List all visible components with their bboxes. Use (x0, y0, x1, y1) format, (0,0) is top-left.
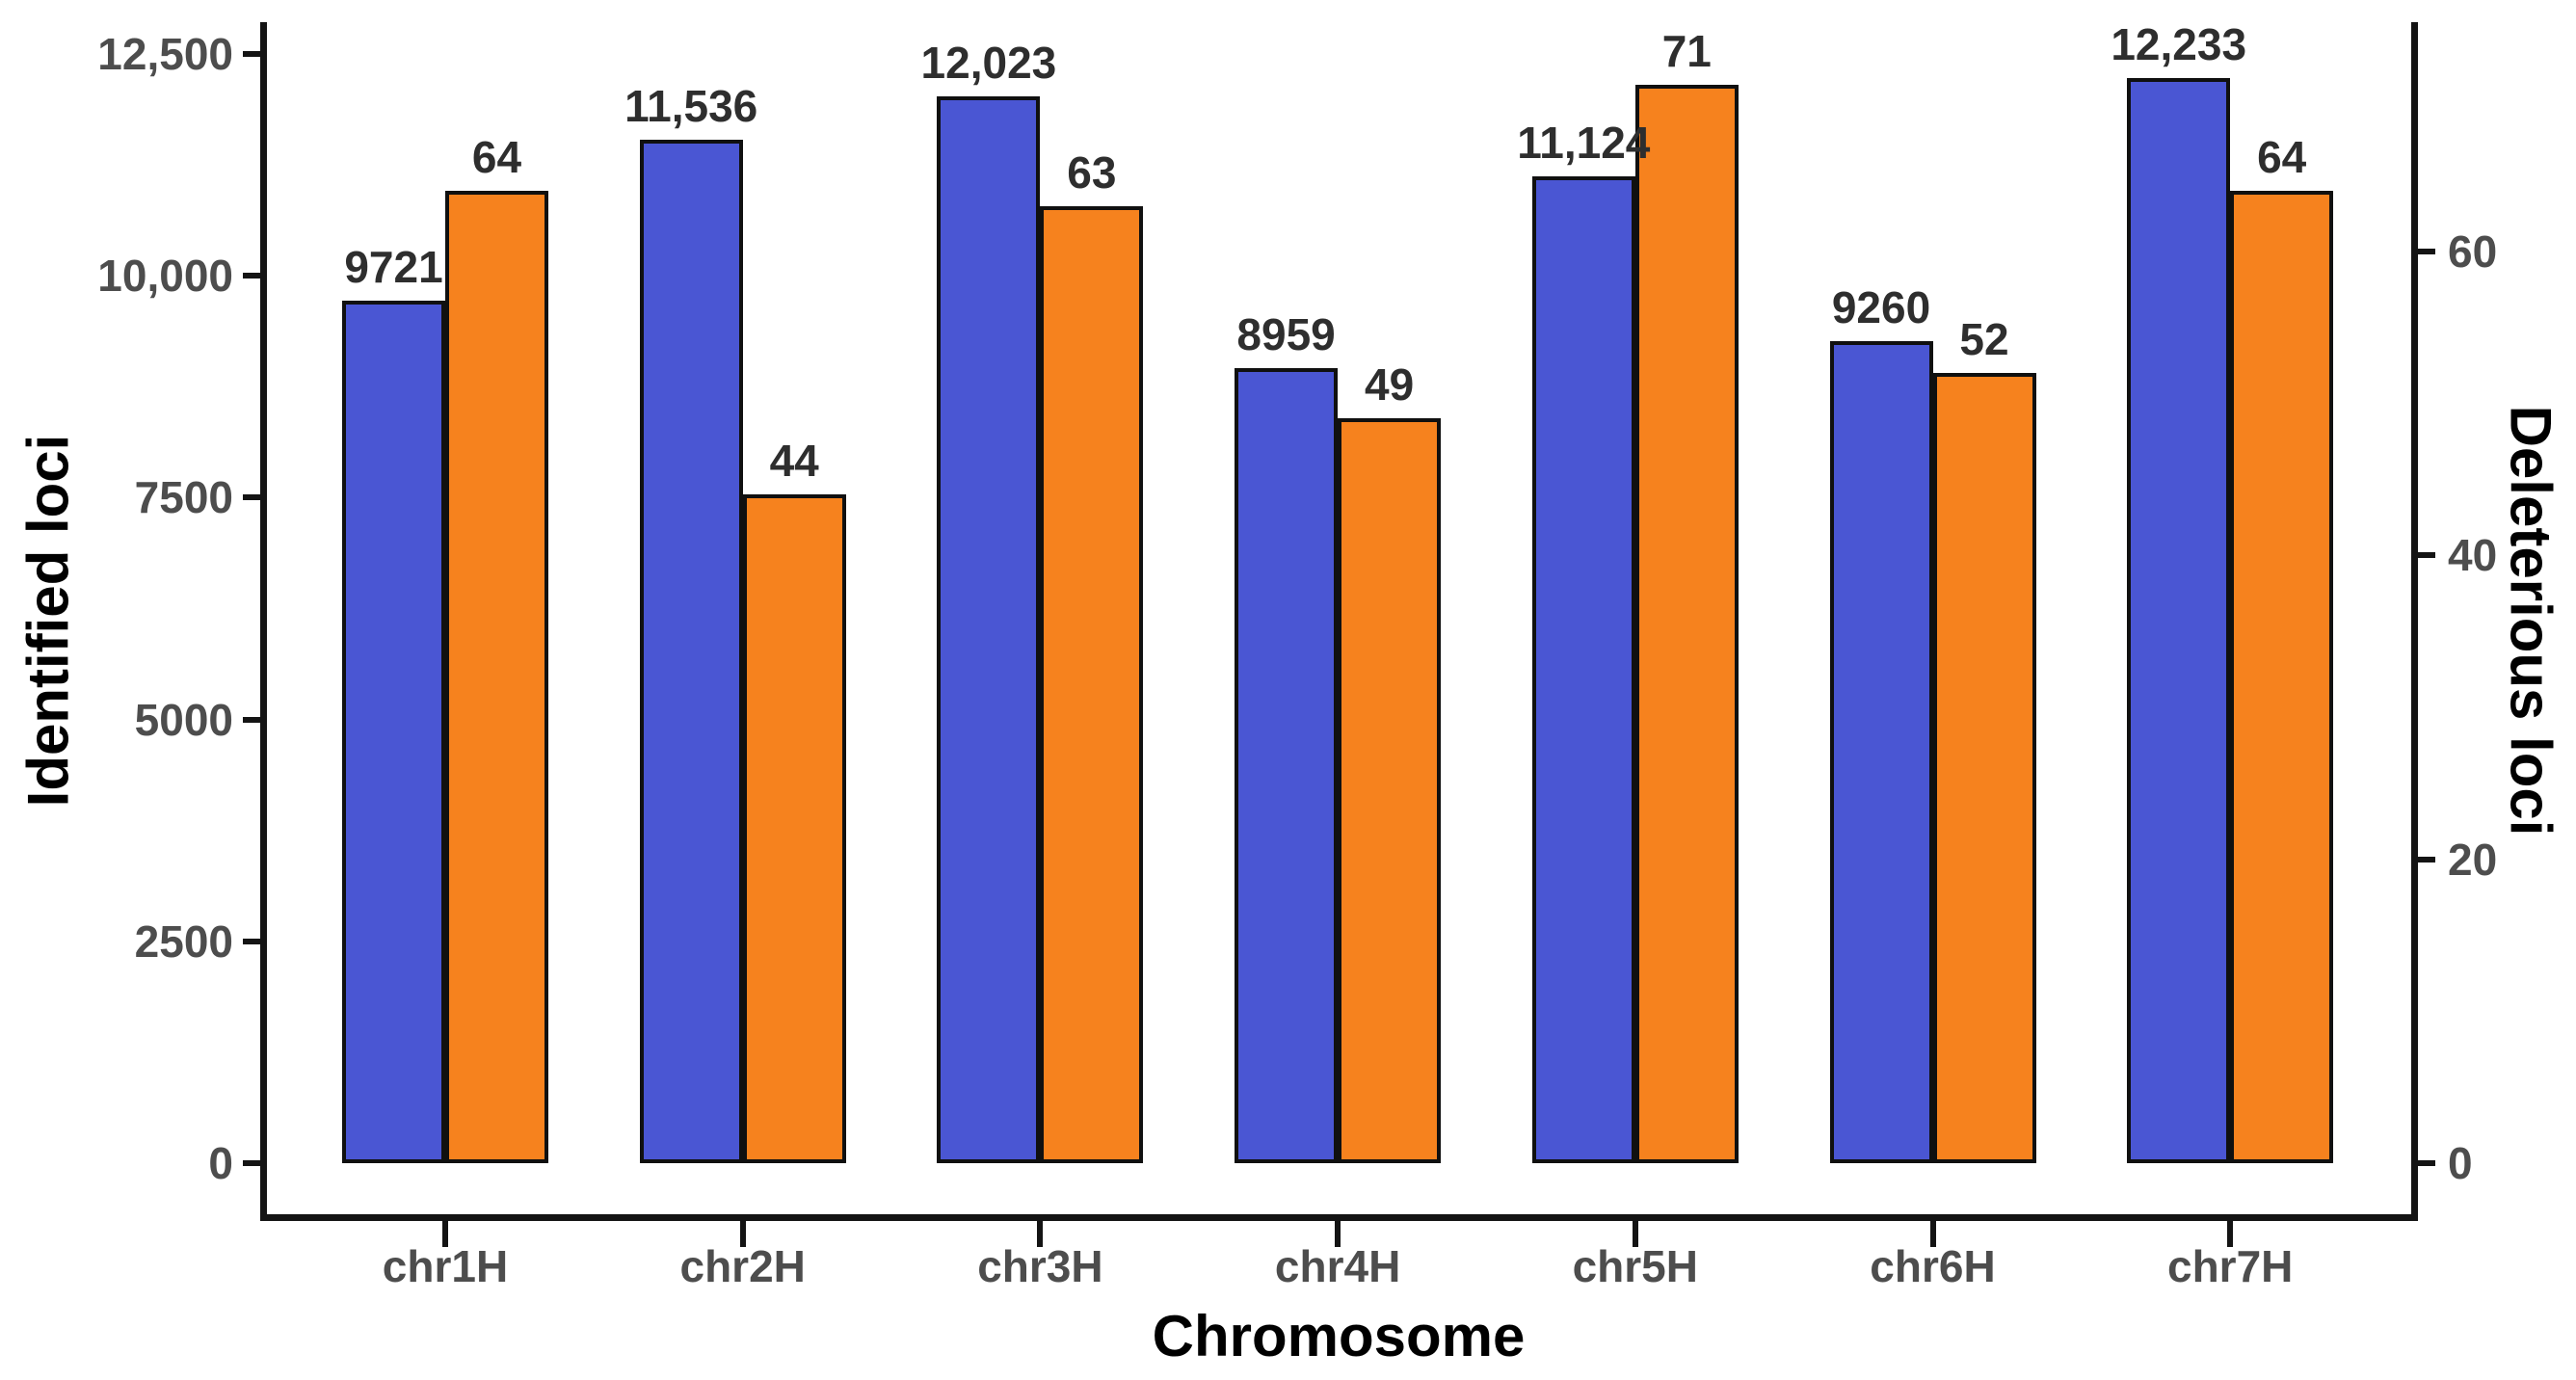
left-tick-label-10000: 10,000 (97, 251, 233, 302)
bar-identified-chr5H (1531, 175, 1635, 1163)
bar-deleterious-chr6H (1932, 373, 2036, 1163)
left-tick-label-7500: 7500 (134, 472, 233, 523)
bar-identified-chr2H (639, 139, 743, 1163)
right-y-axis-line (2411, 22, 2418, 1221)
left-tick-12500 (243, 51, 263, 57)
left-y-axis-title: Identified loci (15, 434, 81, 808)
bar-value-label-identified-chr1H: 9721 (344, 241, 443, 292)
x-tick-chr3H (1037, 1220, 1044, 1247)
x-tick-chr2H (739, 1220, 746, 1247)
bar-value-label-identified-chr3H: 12,023 (920, 37, 1057, 88)
left-tick-2500 (243, 938, 263, 944)
right-tick-0 (2415, 1160, 2435, 1166)
bar-deleterious-chr7H (2230, 190, 2334, 1163)
right-tick-20 (2415, 856, 2435, 862)
bar-identified-chr1H (342, 300, 445, 1163)
bar-value-label-identified-chr4H: 8959 (1236, 309, 1336, 360)
bar-deleterious-chr3H (1040, 205, 1144, 1163)
right-tick-label-40: 40 (2448, 530, 2498, 581)
bar-identified-chr7H (2127, 77, 2231, 1163)
bar-identified-chr6H (1829, 341, 1933, 1163)
bar-value-label-identified-chr6H: 9260 (1831, 282, 1931, 333)
bar-value-label-deleterious-chr5H: 71 (1661, 25, 1712, 76)
bar-deleterious-chr2H (742, 494, 846, 1163)
left-y-axis-line (260, 22, 267, 1221)
left-tick-label-2500: 2500 (134, 916, 233, 967)
left-tick-label-0: 0 (208, 1138, 233, 1188)
x-axis-line (260, 1214, 2418, 1221)
x-tick-label-chr5H: chr5H (1572, 1241, 1698, 1291)
right-y-axis-title: Deleterious loci (2498, 405, 2563, 836)
x-tick-chr7H (2227, 1220, 2234, 1247)
bar-value-label-identified-chr5H: 11,124 (1517, 117, 1651, 168)
bar-identified-chr4H (1235, 368, 1339, 1163)
bar-identified-chr3H (937, 95, 1041, 1163)
right-tick-60 (2415, 249, 2435, 254)
x-tick-label-chr1H: chr1H (382, 1241, 509, 1291)
right-tick-40 (2415, 552, 2435, 559)
left-tick-label-5000: 5000 (134, 694, 233, 745)
left-tick-0 (243, 1160, 263, 1166)
bar-value-label-identified-chr2H: 11,536 (624, 80, 758, 131)
bar-deleterious-chr1H (445, 190, 548, 1163)
bar-deleterious-chr4H (1338, 418, 1442, 1163)
x-tick-label-chr2H: chr2H (679, 1241, 806, 1291)
bar-value-label-deleterious-chr2H: 44 (769, 436, 819, 487)
x-tick-label-chr7H: chr7H (2166, 1241, 2294, 1291)
x-tick-label-chr3H: chr3H (977, 1241, 1103, 1291)
left-tick-10000 (243, 273, 263, 279)
right-tick-label-60: 60 (2448, 226, 2498, 277)
x-tick-chr1H (442, 1220, 448, 1247)
x-tick-chr4H (1335, 1220, 1341, 1247)
bar-value-label-deleterious-chr4H: 49 (1365, 359, 1415, 411)
bar-value-label-deleterious-chr6H: 52 (1959, 314, 2009, 365)
left-tick-7500 (243, 494, 263, 501)
x-tick-chr5H (1632, 1220, 1638, 1247)
right-tick-label-20: 20 (2448, 834, 2498, 885)
x-axis-title: Chromosome (1152, 1304, 1526, 1368)
x-tick-label-chr6H: chr6H (1870, 1241, 1996, 1291)
bar-deleterious-chr5H (1634, 84, 1739, 1163)
right-tick-label-0: 0 (2448, 1138, 2473, 1188)
bar-value-label-deleterious-chr3H: 63 (1067, 146, 1117, 198)
bar-value-label-identified-chr7H: 12,233 (2111, 18, 2247, 69)
bar-value-label-deleterious-chr7H: 64 (2257, 131, 2307, 182)
bar-value-label-deleterious-chr1H: 64 (471, 131, 522, 182)
left-tick-label-12500: 12,500 (97, 29, 233, 79)
x-tick-label-chr4H: chr4H (1274, 1241, 1401, 1291)
x-tick-chr6H (1929, 1220, 1936, 1247)
left-tick-5000 (243, 716, 263, 723)
